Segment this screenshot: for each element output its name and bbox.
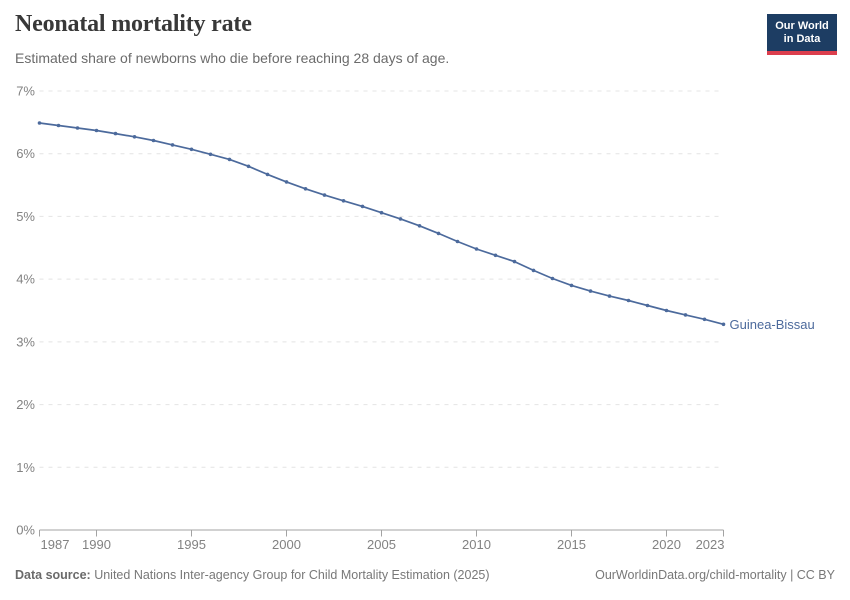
data-point-marker (322, 193, 327, 197)
data-point-marker (56, 123, 61, 128)
data-point-marker (398, 217, 403, 221)
data-point-marker (132, 135, 137, 139)
x-tick-label: 2000 (272, 537, 301, 552)
data-point-marker (94, 128, 99, 133)
data-point-marker (303, 187, 308, 191)
data-point-marker (170, 143, 175, 147)
data-point-marker (284, 180, 289, 184)
data-point-marker (702, 317, 707, 322)
data-point-marker (569, 283, 574, 288)
x-tick-label: 2015 (557, 537, 586, 552)
data-point-marker (664, 308, 669, 313)
data-point-marker (379, 210, 384, 215)
x-tick-label: 2005 (367, 537, 396, 552)
data-point-marker (588, 289, 593, 293)
owid-logo[interactable]: Our World in Data (767, 14, 837, 55)
y-tick-label: 5% (16, 209, 35, 224)
data-point-marker (683, 313, 688, 317)
data-point-marker (493, 253, 498, 258)
data-point-marker (550, 276, 555, 281)
x-tick-label: 1990 (82, 537, 111, 552)
data-point-marker (113, 131, 118, 136)
owid-logo-line2: in Data (783, 33, 821, 45)
series-line[interactable] (39, 122, 724, 326)
data-point-marker (151, 138, 156, 143)
data-point-marker (75, 126, 80, 130)
data-point-marker (455, 239, 460, 244)
data-point-marker (721, 322, 726, 327)
y-tick-label: 2% (16, 397, 35, 412)
data-point-marker (474, 247, 479, 251)
data-point-marker (265, 172, 270, 177)
data-point-marker (417, 224, 422, 228)
data-point-marker (531, 268, 536, 273)
data-point-marker (246, 164, 251, 169)
x-tick-label: 2020 (652, 537, 681, 552)
chart-title: Neonatal mortality rate (15, 11, 252, 37)
data-point-marker (512, 259, 517, 264)
chart-footer: Data source: United Nations Inter-agency… (15, 568, 835, 582)
data-point-marker (189, 147, 194, 152)
data-point-marker (37, 121, 42, 125)
chart-subtitle: Estimated share of newborns who die befo… (15, 50, 450, 66)
footer-link[interactable]: OurWorldinData.org/child-mortality | CC … (595, 568, 835, 582)
data-source-text: United Nations Inter-agency Group for Ch… (90, 568, 490, 582)
y-tick-label: 3% (16, 334, 35, 349)
y-tick-label: 6% (16, 146, 35, 161)
data-point-marker (360, 204, 365, 209)
data-source-label: Data source: (15, 568, 91, 582)
data-point-marker (626, 298, 631, 303)
y-tick-label: 1% (16, 460, 35, 475)
data-point-marker (645, 303, 650, 308)
owid-logo-line1: Our World (775, 20, 829, 32)
y-tick-label: 7% (16, 84, 35, 99)
x-tick-label: 2023 (696, 537, 725, 552)
data-source: Data source: United Nations Inter-agency… (15, 568, 490, 582)
y-tick-label: 4% (16, 272, 35, 287)
x-tick-label: 1987 (41, 537, 70, 552)
data-point-marker (341, 199, 346, 203)
data-point-marker (208, 152, 213, 157)
data-point-marker (227, 157, 232, 162)
x-tick-label: 1995 (177, 537, 206, 552)
x-tick-label: 2010 (462, 537, 491, 552)
y-tick-label: 0% (16, 523, 35, 538)
series-entity-label[interactable]: Guinea-Bissau (730, 317, 815, 332)
data-point-marker (607, 294, 612, 298)
data-point-marker (436, 231, 441, 236)
